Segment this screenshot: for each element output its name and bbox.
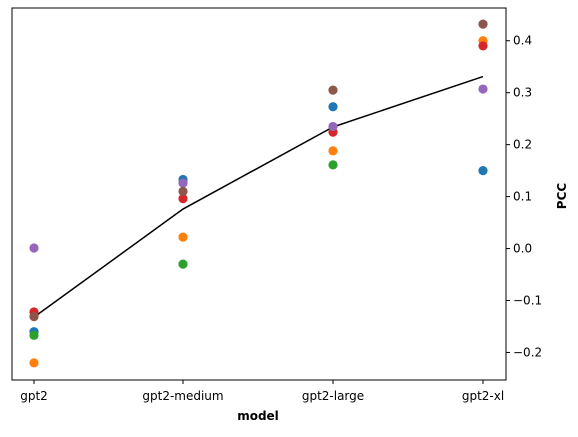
x-tick-label: gpt2-medium [142,389,223,403]
x-tick-label: gpt2 [20,389,48,403]
data-point-series-3-gpt2-medium [178,260,187,269]
x-tick-label: gpt2-xl [462,389,504,403]
y-tick-label: 0.4 [513,34,532,48]
y-tick-label: 0.0 [513,242,532,256]
y-tick-label: −0.2 [513,345,542,359]
y-tick-label: −0.1 [513,294,542,308]
x-axis-label: model [237,409,279,423]
data-point-series-1-gpt2-xl [478,166,487,175]
plot-background [12,8,506,380]
data-point-series-6-gpt2-large [328,85,337,94]
data-point-series-3-gpt2 [29,331,38,340]
data-point-series-2-gpt2 [29,358,38,367]
data-point-series-1-gpt2-large [328,102,337,111]
data-point-series-5-gpt2-medium [178,178,187,187]
data-point-series-2-gpt2-medium [178,233,187,242]
y-axis-label: PCC [555,183,569,210]
data-point-series-4-gpt2-xl [478,41,487,50]
y-tick-label: 0.3 [513,86,532,100]
data-point-series-3-gpt2-large [328,160,337,169]
data-point-series-6-gpt2 [29,312,38,321]
data-point-series-2-gpt2-large [328,146,337,155]
data-point-series-6-gpt2-medium [178,187,187,196]
y-tick-label: 0.2 [513,138,532,152]
y-tick-label: 0.1 [513,190,532,204]
x-tick-label: gpt2-large [302,389,364,403]
data-point-series-6-gpt2-xl [478,20,487,29]
data-point-series-5-gpt2 [29,243,38,252]
y-axis-ticks: −0.2 −0.1 0.0 0.1 0.2 0.3 0.4 [506,34,542,360]
x-axis-ticks: gpt2 gpt2-medium gpt2-large gpt2-xl [20,380,504,403]
data-point-series-5-gpt2-xl [478,84,487,93]
data-point-series-5-gpt2-large [328,122,337,131]
